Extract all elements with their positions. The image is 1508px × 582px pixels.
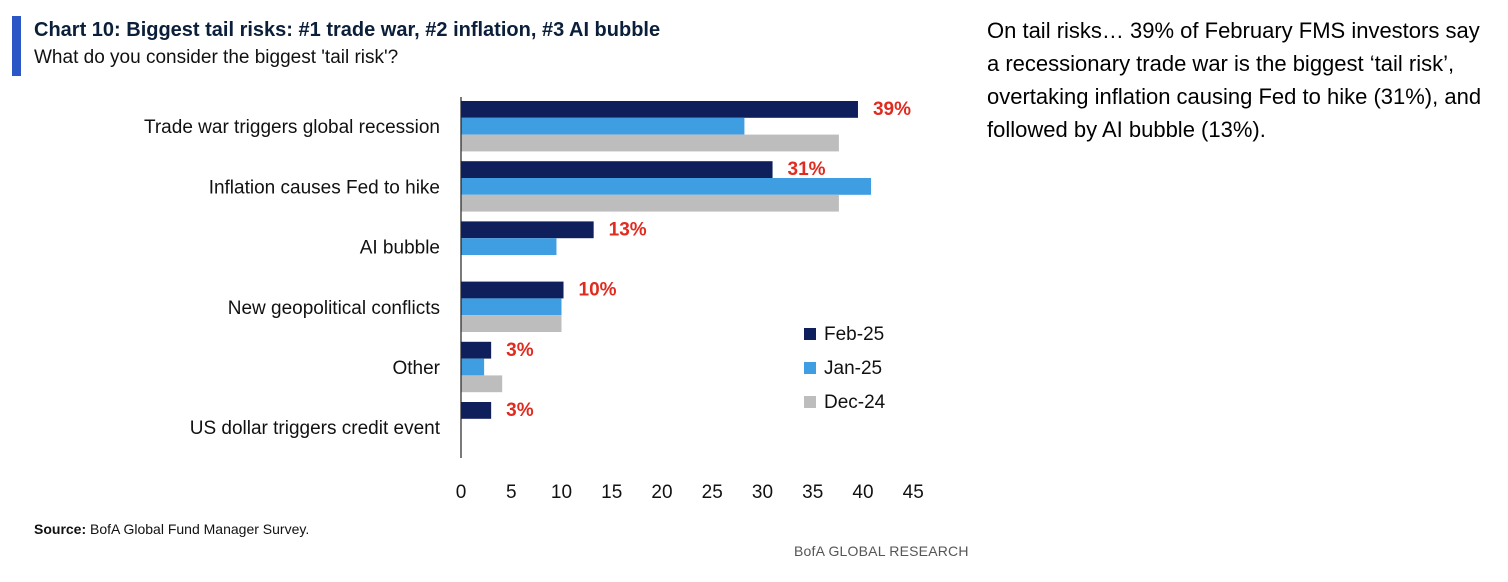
data-label: 39% — [873, 99, 911, 120]
source-note: Source: BofA Global Fund Manager Survey. — [34, 521, 309, 537]
x-tick-label: 45 — [903, 482, 924, 503]
x-tick-label: 35 — [802, 482, 823, 503]
x-tick-label: 40 — [852, 482, 873, 503]
bar-feb-25-2 — [461, 221, 594, 239]
bar-feb-25-1 — [461, 161, 773, 178]
data-label: 3% — [506, 340, 534, 361]
x-tick-label: 30 — [752, 482, 773, 503]
bar-feb-25-5 — [461, 402, 492, 419]
legend-swatch — [804, 362, 816, 374]
category-label: AI bubble — [360, 238, 440, 259]
category-label: Other — [392, 358, 440, 379]
category-label: Trade war triggers global recession — [144, 117, 440, 138]
legend-label: Dec-24 — [824, 392, 886, 413]
category-label: US dollar triggers credit event — [190, 418, 441, 439]
bar-feb-25-4 — [461, 341, 492, 359]
data-label: 3% — [506, 400, 534, 421]
x-tick-label: 20 — [651, 482, 672, 503]
x-tick-label: 25 — [702, 482, 723, 503]
data-label: 10% — [579, 280, 617, 301]
bar-jan-25-4 — [461, 358, 485, 376]
title-accent-bar — [12, 16, 21, 76]
bar-dec-24-0 — [461, 134, 839, 152]
bar-dec-24-3 — [461, 315, 562, 332]
bar-jan-25-2 — [461, 238, 557, 255]
bar-jan-25-0 — [461, 117, 745, 135]
brand-footer: BofA GLOBAL RESEARCH — [794, 543, 969, 559]
x-tick-label: 15 — [601, 482, 622, 503]
commentary-text: On tail risks… 39% of February FMS inves… — [987, 18, 1482, 142]
bar-jan-25-3 — [461, 298, 562, 316]
chart-subtitle: What do you consider the biggest 'tail r… — [34, 47, 399, 68]
x-tick-label: 5 — [506, 482, 517, 503]
category-label: New geopolitical conflicts — [228, 298, 440, 319]
bar-jan-25-1 — [461, 178, 872, 195]
source-label: Source: — [34, 521, 87, 537]
bar-feb-25-3 — [461, 281, 564, 299]
x-tick-label: 0 — [456, 482, 467, 503]
legend-swatch — [804, 328, 816, 340]
data-label: 31% — [788, 159, 826, 180]
legend-swatch — [804, 396, 816, 408]
bar-dec-24-1 — [461, 194, 839, 212]
legend-label: Feb-25 — [824, 324, 884, 345]
bar-feb-25-0 — [461, 101, 858, 118]
category-label: Inflation causes Fed to hike — [209, 177, 440, 198]
x-tick-label: 10 — [551, 482, 572, 503]
legend-label: Jan-25 — [824, 358, 882, 379]
bar-dec-24-4 — [461, 375, 503, 393]
source-text: BofA Global Fund Manager Survey. — [86, 521, 310, 537]
chart-title: Chart 10: Biggest tail risks: #1 trade w… — [34, 19, 661, 41]
data-label: 13% — [609, 219, 647, 240]
